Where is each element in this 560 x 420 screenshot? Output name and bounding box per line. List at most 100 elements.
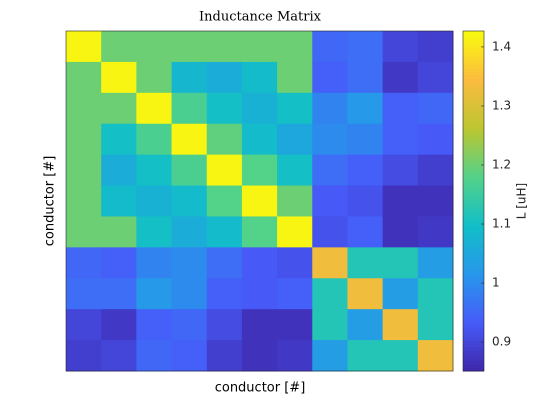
colorbar-swatch <box>463 119 484 124</box>
colorbar-swatch <box>463 160 484 165</box>
heat-cell <box>136 92 173 125</box>
heat-cell <box>136 247 173 279</box>
colorbar-swatch <box>463 150 484 154</box>
heat-cell <box>382 185 419 217</box>
colorbar-swatch <box>463 139 484 144</box>
heat-cell <box>206 278 243 310</box>
colorbar-swatch <box>463 82 484 86</box>
colorbar-swatch <box>463 231 484 236</box>
heat-cell <box>277 92 313 125</box>
heat-cell <box>277 309 313 341</box>
colorbar-swatch <box>463 85 484 90</box>
colorbar-swatch <box>463 337 484 341</box>
colorbar-swatch <box>463 367 484 372</box>
heat-cell <box>312 340 348 372</box>
colorbar-tick-label: 1.1 <box>492 217 511 231</box>
colorbar-swatch <box>463 289 484 294</box>
colorbar-swatch <box>463 48 484 52</box>
heat-cell <box>347 154 384 187</box>
heat-cell <box>241 185 278 217</box>
heat-cell <box>347 92 384 125</box>
colorbar-swatch <box>463 54 484 59</box>
colorbar-swatch <box>463 320 484 324</box>
heat-cell <box>241 123 278 156</box>
heat-cell <box>382 61 419 94</box>
chart-title: Inductance Matrix <box>199 10 322 25</box>
heat-cell <box>382 340 419 372</box>
colorbar-swatch <box>463 313 484 318</box>
colorbar-swatch <box>463 357 484 362</box>
colorbar-swatch <box>463 333 484 338</box>
heat-cell <box>382 123 419 156</box>
colorbar-swatch <box>463 44 484 49</box>
colorbar-swatch <box>463 143 484 148</box>
heat-cell <box>101 278 137 310</box>
colorbar-swatch <box>463 153 484 158</box>
heat-cell <box>171 309 208 341</box>
heat-cell <box>171 92 208 125</box>
heat-cell <box>101 123 137 156</box>
heat-cell <box>101 61 137 94</box>
heat-cell <box>136 31 173 63</box>
heat-cell <box>382 31 419 63</box>
colorbar-swatch <box>463 170 484 175</box>
colorbar-swatch <box>463 340 484 345</box>
heat-cell <box>66 247 102 279</box>
colorbar-swatch <box>463 258 484 263</box>
heat-cell <box>136 278 173 310</box>
colorbar-swatch <box>463 177 484 182</box>
heat-cell <box>277 185 313 217</box>
heat-cell <box>101 309 137 341</box>
heat-cell <box>382 92 419 125</box>
heat-cell <box>171 31 208 63</box>
colorbar-swatch <box>463 190 484 195</box>
heat-cell <box>312 123 348 156</box>
colorbar-swatch <box>463 167 484 171</box>
heat-cell <box>417 123 454 156</box>
colorbar-swatch <box>463 248 484 253</box>
heat-cell <box>206 123 243 156</box>
x-axis-label: conductor [#] <box>215 381 306 396</box>
heat-cell <box>136 123 173 156</box>
heat-cell <box>206 31 243 63</box>
colorbar-swatch <box>463 265 484 270</box>
heat-cell <box>136 185 173 217</box>
heat-cell <box>206 92 243 125</box>
colorbar-swatch <box>463 272 484 277</box>
colorbar-swatch <box>463 238 484 243</box>
heat-cell <box>101 31 137 63</box>
heat-cell <box>66 61 102 94</box>
heat-cell <box>241 216 278 248</box>
colorbar-swatch <box>463 68 484 73</box>
colorbar-swatch <box>463 364 484 369</box>
heat-cell <box>417 92 454 125</box>
heat-cell <box>171 123 208 156</box>
heat-cell <box>66 340 102 372</box>
heat-cell <box>277 61 313 94</box>
colorbar-swatch <box>463 187 484 192</box>
heat-cell <box>101 185 137 217</box>
colorbar-frame <box>462 30 485 372</box>
colorbar-swatch <box>463 306 484 311</box>
heat-cell <box>277 340 313 372</box>
colorbar-swatch <box>463 37 484 42</box>
heat-cell <box>66 31 102 63</box>
colorbar-swatch <box>463 51 484 56</box>
colorbar-swatch <box>463 71 484 76</box>
heat-cell <box>277 216 313 248</box>
colorbar-swatch <box>463 156 484 161</box>
colorbar-swatch <box>463 58 484 63</box>
heat-cell <box>417 278 454 310</box>
heat-cell <box>66 123 102 156</box>
heat-cell <box>241 247 278 279</box>
colorbar-swatch <box>463 197 484 202</box>
heat-cell <box>277 278 313 310</box>
colorbar-swatch <box>463 235 484 239</box>
colorbar-swatch <box>463 65 484 69</box>
colorbar-swatch <box>463 228 484 233</box>
heat-cell <box>66 216 102 248</box>
colorbar-swatch <box>463 75 484 80</box>
colorbar-swatch <box>463 136 484 141</box>
colorbar-swatch <box>463 221 484 226</box>
heat-cell <box>312 309 348 341</box>
